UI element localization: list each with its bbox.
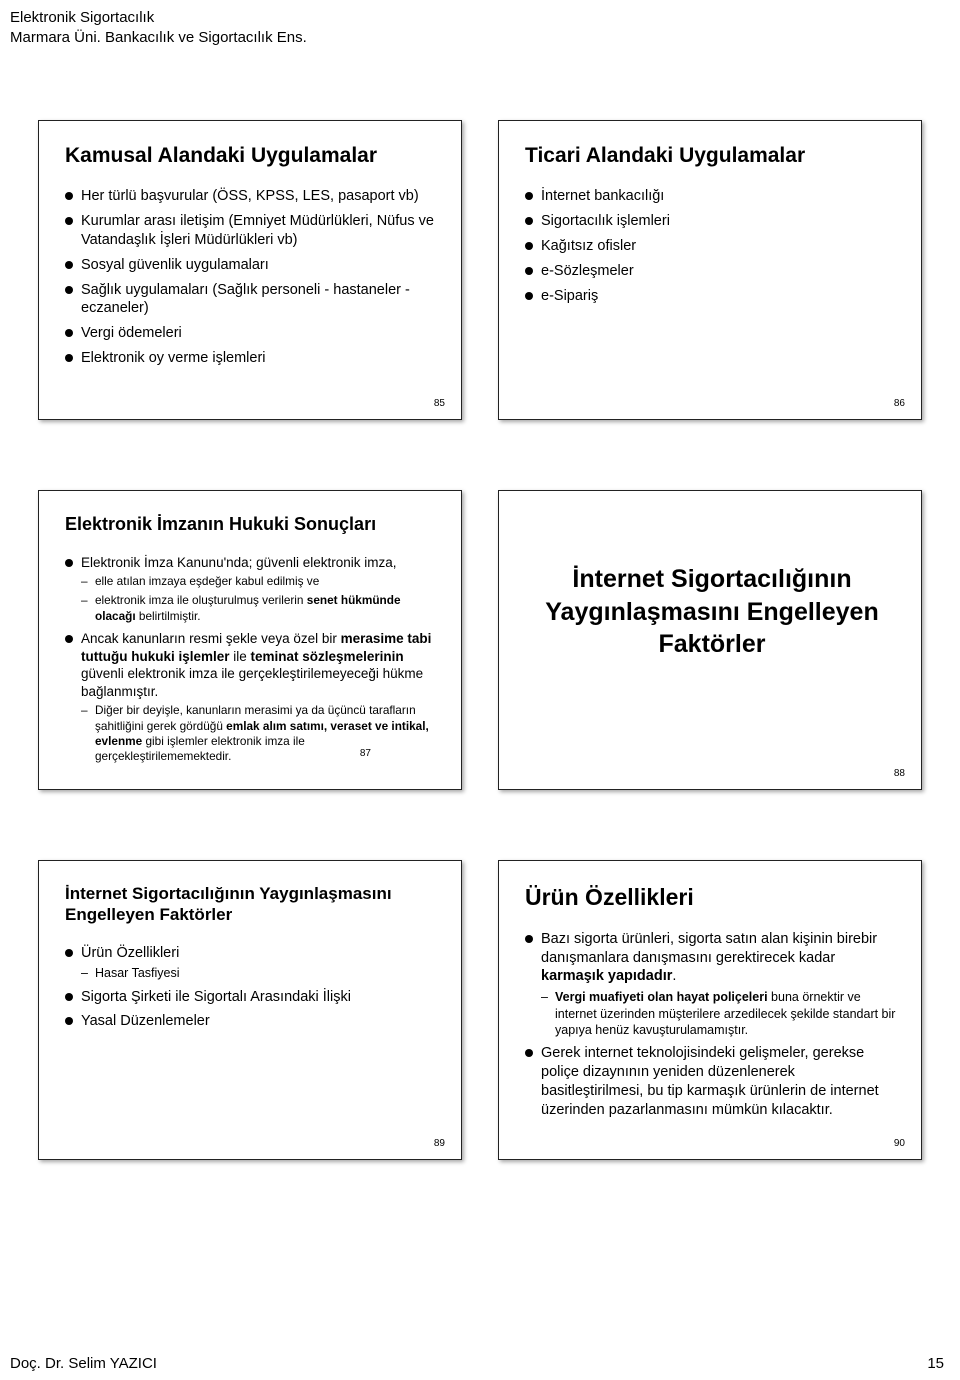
list-item: Sağlık uygulamaları (Sağlık personeli - … [65, 281, 439, 319]
list-item: Kurumlar arası iletişim (Emniyet Müdürlü… [65, 212, 439, 250]
slide-85: Kamusal Alandaki Uygulamalar Her türlü b… [38, 120, 462, 420]
bullet-list: İnternet bankacılığı Sigortacılık işleml… [525, 187, 899, 305]
t: teminat sözleşmelerinin [251, 649, 404, 664]
list-item: Her türlü başvurular (ÖSS, KPSS, LES, pa… [65, 187, 439, 206]
sub-list: Diğer bir deyişle, kanunların merasimi y… [81, 703, 439, 764]
item-text: Ürün Özellikleri [81, 945, 179, 961]
slide-number: 88 [894, 768, 905, 779]
list-item: e-Sipariş [525, 287, 899, 306]
list-item: e-Sözleşmeler [525, 262, 899, 281]
sub-list: Vergi muafiyeti olan hayat poliçeleri bu… [541, 989, 899, 1038]
slide-89: İnternet Sigortacılığının Yaygınlaşmasın… [38, 860, 462, 1160]
slide-87: Elektronik İmzanın Hukuki Sonuçları Elek… [38, 490, 462, 790]
t: belirtilmiştir. [136, 609, 201, 623]
slide-number: 89 [434, 1138, 445, 1149]
sub-item: Hasar Tasfiyesi [81, 965, 439, 981]
sub-item: Diğer bir deyişle, kanunların merasimi y… [81, 703, 439, 764]
t: Bazı sigorta ürünleri, sigorta satın ala… [541, 931, 877, 966]
bullet-list: Elektronik İmza Kanunu'nda; güvenli elek… [65, 554, 439, 765]
list-item: Sigortacılık işlemleri [525, 212, 899, 231]
slide-number: 87 [360, 748, 371, 759]
list-item: Elektronik İmza Kanunu'nda; güvenli elek… [65, 554, 439, 625]
slide-number: 90 [894, 1138, 905, 1149]
t: karmaşık yapıdadır [541, 968, 672, 984]
list-item: Ancak kanunların resmi şekle veya özel b… [65, 630, 439, 765]
page-header: Elektronik Sigortacılık Marmara Üni. Ban… [10, 8, 307, 49]
slide-number: 85 [434, 398, 445, 409]
t: ile [230, 649, 251, 664]
list-item: Sigorta Şirketi ile Sigortalı Arasındaki… [65, 988, 439, 1007]
bullet-list: Ürün Özellikleri Hasar Tasfiyesi Sigorta… [65, 944, 439, 1032]
header-line2: Marmara Üni. Bankacılık ve Sigortacılık … [10, 28, 307, 48]
header-line1: Elektronik Sigortacılık [10, 8, 307, 28]
t: güvenli elektronik imza ile gerçekleştir… [81, 666, 423, 699]
bullet-list: Bazı sigorta ürünleri, sigorta satın ala… [525, 930, 899, 1120]
slide-90: Ürün Özellikleri Bazı sigorta ürünleri, … [498, 860, 922, 1160]
slide-number: 86 [894, 398, 905, 409]
list-item: Bazı sigorta ürünleri, sigorta satın ala… [525, 930, 899, 1038]
slide-title: Elektronik İmzanın Hukuki Sonuçları [65, 513, 439, 536]
slide-86: Ticari Alandaki Uygulamalar İnternet ban… [498, 120, 922, 420]
slide-title: Ürün Özellikleri [525, 883, 899, 912]
slide-title: Ticari Alandaki Uygulamalar [525, 143, 899, 169]
slide-title: İnternet Sigortacılığının Yaygınlaşmasın… [65, 883, 439, 926]
t: . [672, 968, 676, 984]
list-item: Vergi ödemeleri [65, 324, 439, 343]
page-footer: Doç. Dr. Selim YAZICI 15 [10, 1355, 944, 1372]
list-item: İnternet bankacılığı [525, 187, 899, 206]
sub-item: Vergi muafiyeti olan hayat poliçeleri bu… [541, 989, 899, 1038]
item-text: Elektronik İmza Kanunu'nda; güvenli elek… [81, 555, 397, 570]
list-item: Gerek internet teknolojisindeki gelişmel… [525, 1044, 899, 1119]
list-item: Elektronik oy verme işlemleri [65, 349, 439, 368]
t: Vergi muafiyeti olan hayat poliçeleri [555, 990, 768, 1004]
bullet-list: Her türlü başvurular (ÖSS, KPSS, LES, pa… [65, 187, 439, 368]
footer-page: 15 [927, 1355, 944, 1372]
sub-item: elektronik imza ile oluşturulmuş veriler… [81, 593, 439, 624]
sub-item: elle atılan imzaya eşdeğer kabul edilmiş… [81, 574, 439, 589]
slide-title: Kamusal Alandaki Uygulamalar [65, 143, 439, 169]
slide-88: İnternet Sigortacılığının Yaygınlaşmasın… [498, 490, 922, 790]
slide-title: İnternet Sigortacılığının Yaygınlaşmasın… [525, 563, 899, 661]
slides-container: Kamusal Alandaki Uygulamalar Her türlü b… [38, 120, 922, 1160]
footer-author: Doç. Dr. Selim YAZICI [10, 1355, 157, 1372]
sub-list: elle atılan imzaya eşdeğer kabul edilmiş… [81, 574, 439, 624]
sub-list: Hasar Tasfiyesi [81, 965, 439, 981]
t: elektronik imza ile oluşturulmuş veriler… [95, 593, 307, 607]
t: Ancak kanunların resmi şekle veya özel b… [81, 631, 341, 646]
list-item: Kağıtsız ofisler [525, 237, 899, 256]
list-item: Ürün Özellikleri Hasar Tasfiyesi [65, 944, 439, 982]
list-item: Yasal Düzenlemeler [65, 1012, 439, 1031]
list-item: Sosyal güvenlik uygulamaları [65, 256, 439, 275]
